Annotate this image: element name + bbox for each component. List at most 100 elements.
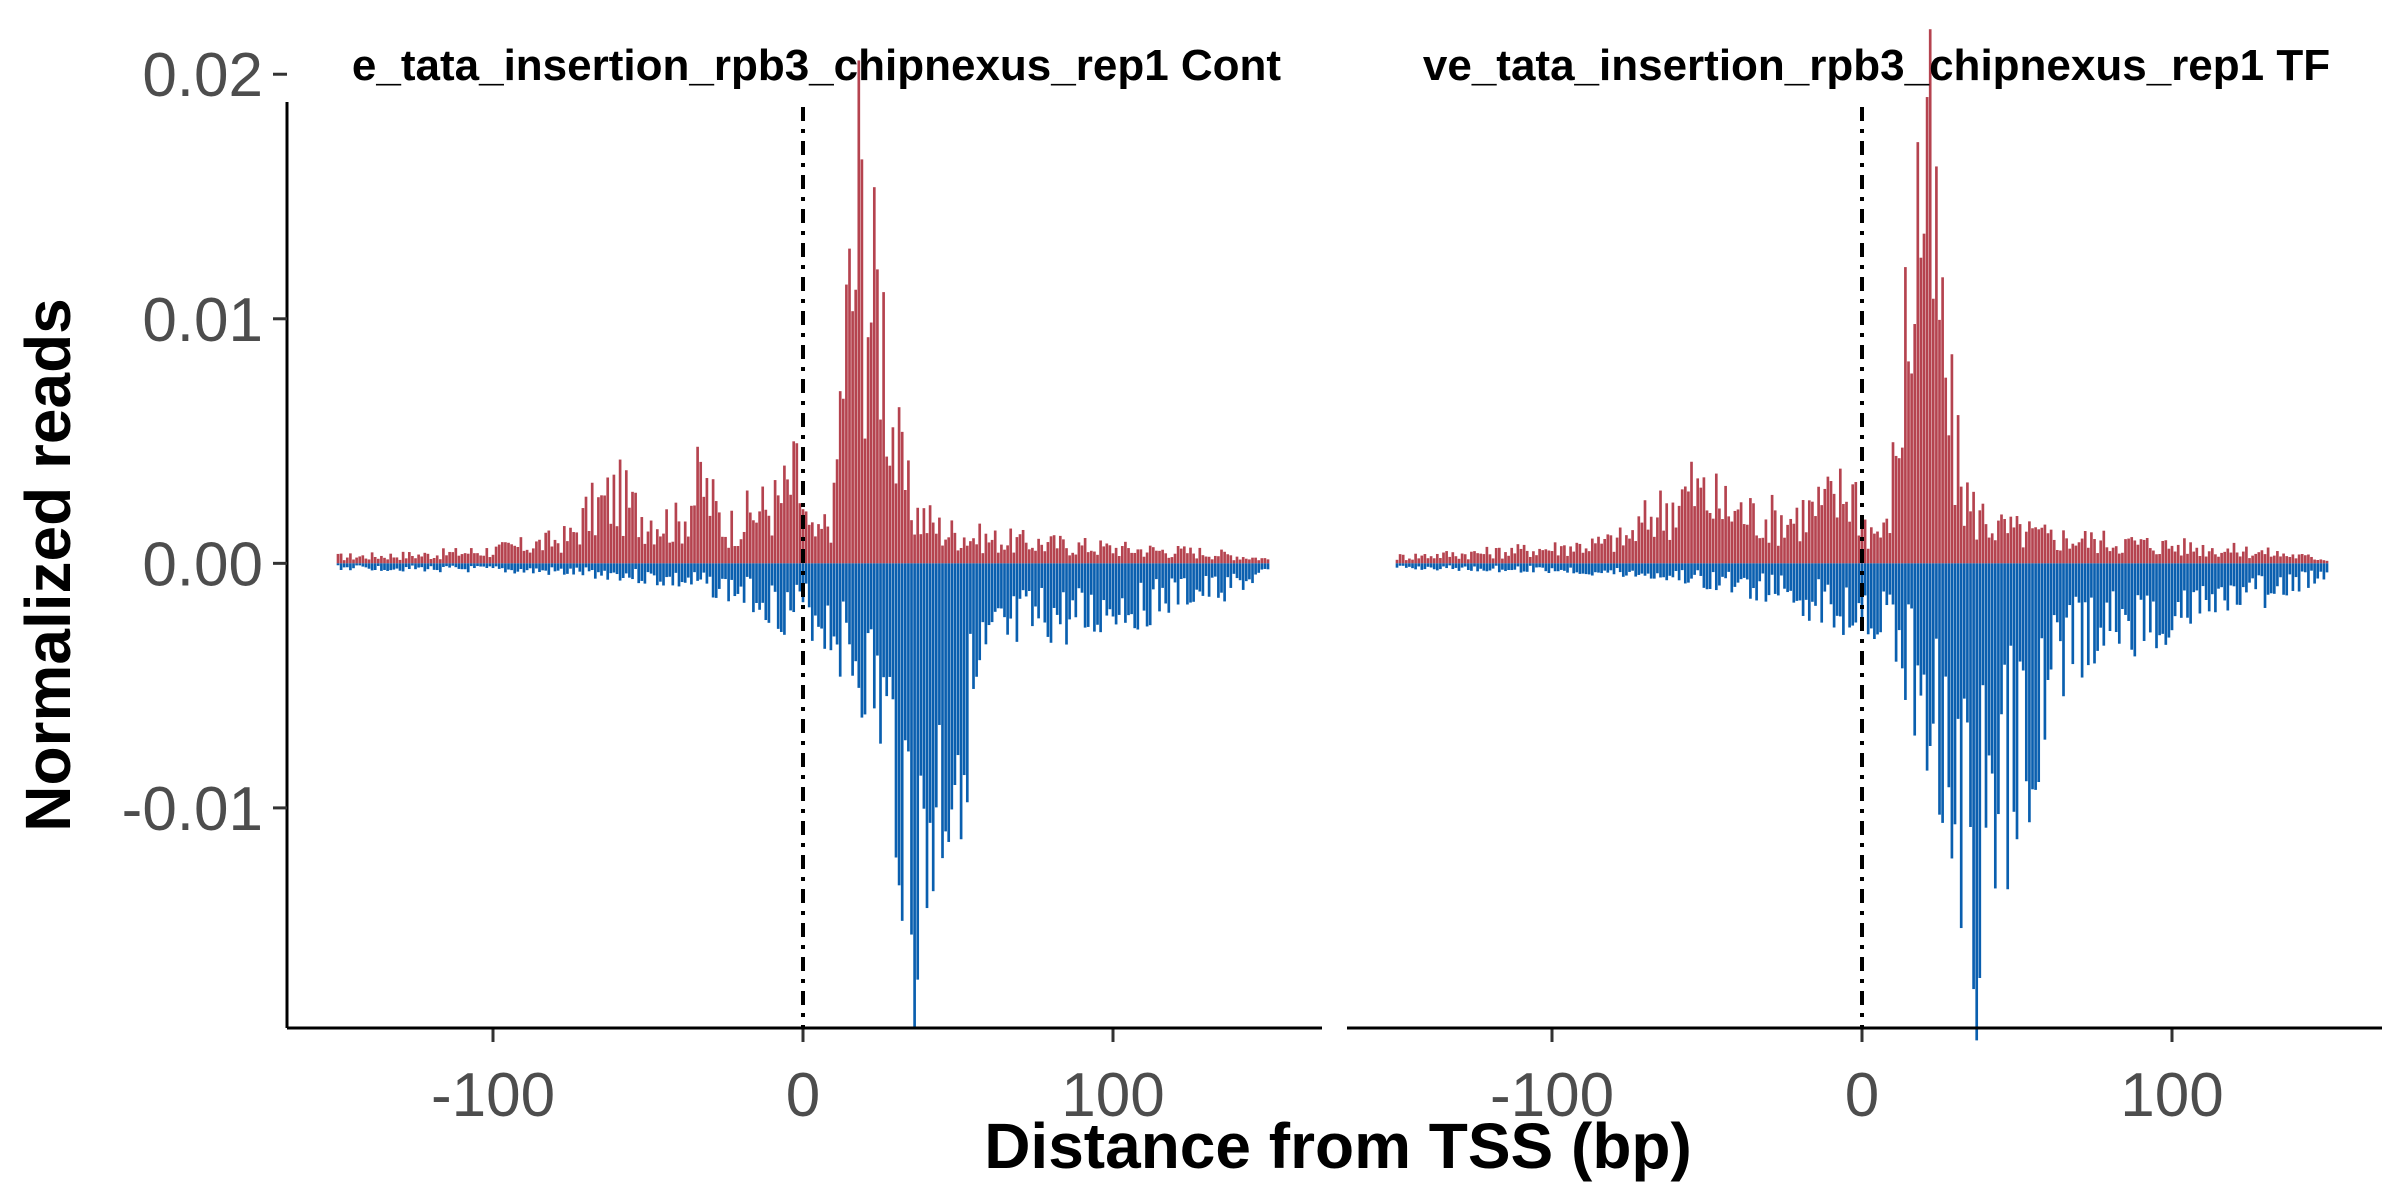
negative-strand-bar xyxy=(1544,563,1548,572)
positive-strand-bar xyxy=(1587,551,1591,564)
negative-strand-bar xyxy=(2062,563,2065,697)
negative-strand-bar xyxy=(993,563,997,612)
negative-strand-bar xyxy=(1910,563,1913,609)
positive-strand-bar xyxy=(2303,555,2307,564)
positive-strand-bar xyxy=(504,542,507,564)
positive-strand-bar xyxy=(770,535,774,564)
positive-strand-bar xyxy=(2198,556,2202,564)
positive-strand-bar xyxy=(414,558,417,564)
negative-strand-bar xyxy=(1195,563,1199,590)
positive-strand-bar xyxy=(724,536,727,564)
negative-strand-bar xyxy=(1845,563,1848,588)
negative-strand-bar xyxy=(476,563,479,567)
negative-strand-bar xyxy=(432,563,436,570)
positive-strand-bar xyxy=(779,503,783,564)
positive-strand-bar xyxy=(2223,551,2227,564)
positive-strand-bar xyxy=(1708,512,1712,564)
negative-strand-bar xyxy=(1618,563,1622,573)
positive-strand-bar xyxy=(1879,537,1882,564)
positive-strand-bar xyxy=(485,548,489,564)
positive-strand-bar xyxy=(845,284,848,564)
negative-strand-bar xyxy=(2015,563,2019,840)
negative-strand-bar xyxy=(355,563,358,566)
negative-strand-bar xyxy=(401,563,405,572)
positive-strand-bar xyxy=(1572,551,1576,564)
negative-strand-bar xyxy=(730,563,734,580)
positive-strand-bar xyxy=(981,553,985,564)
positive-strand-bar xyxy=(1659,490,1662,564)
positive-strand-bar xyxy=(990,539,994,564)
positive-strand-bar xyxy=(950,520,954,564)
positive-strand-bar xyxy=(1615,537,1619,564)
negative-strand-bar xyxy=(783,563,786,635)
negative-strand-bar xyxy=(1173,563,1177,583)
negative-strand-bar xyxy=(615,563,619,575)
positive-strand-bar xyxy=(795,443,799,564)
negative-strand-bar xyxy=(922,563,926,809)
positive-strand-bar xyxy=(1842,504,1845,564)
negative-strand-bar xyxy=(1665,563,1669,581)
negative-strand-bar xyxy=(463,563,467,570)
negative-strand-bar xyxy=(1758,563,1762,582)
positive-strand-bar xyxy=(1491,558,1495,564)
negative-strand-bar xyxy=(1251,563,1254,584)
negative-strand-bar xyxy=(553,563,557,572)
positive-strand-bar xyxy=(1962,525,1966,564)
positive-strand-bar xyxy=(1238,559,1242,564)
positive-strand-bar xyxy=(2192,551,2196,564)
negative-strand-bar xyxy=(2310,563,2313,571)
positive-strand-bar xyxy=(2136,544,2140,564)
positive-strand-bar xyxy=(1755,535,1758,564)
positive-strand-bar xyxy=(1603,538,1607,564)
negative-strand-bar xyxy=(683,563,687,583)
negative-strand-bar xyxy=(606,563,610,580)
positive-strand-bar xyxy=(947,537,951,564)
negative-strand-bar xyxy=(1491,563,1495,569)
negative-strand-bar xyxy=(761,563,765,603)
positive-strand-bar xyxy=(1972,491,1975,564)
negative-strand-bar xyxy=(1987,563,1991,756)
negative-strand-bar xyxy=(373,563,377,570)
positive-strand-bar xyxy=(2251,555,2254,564)
negative-strand-bar xyxy=(838,563,842,677)
negative-strand-bar xyxy=(1745,563,1749,580)
positive-strand-bar xyxy=(2158,554,2161,564)
positive-strand-bar xyxy=(1811,501,1814,564)
negative-strand-bar xyxy=(721,563,724,579)
positive-strand-bar xyxy=(1966,482,1969,564)
positive-strand-bar xyxy=(1745,524,1749,564)
positive-strand-bar xyxy=(2121,552,2124,564)
positive-strand-bar xyxy=(752,520,755,564)
positive-strand-bar xyxy=(1832,493,1836,564)
negative-strand-bar xyxy=(621,563,625,578)
positive-strand-bar xyxy=(659,536,662,564)
negative-strand-bar xyxy=(1074,563,1078,618)
positive-strand-bar xyxy=(398,559,402,564)
negative-strand-bar xyxy=(603,563,606,571)
positive-strand-bar xyxy=(1916,142,1920,564)
negative-strand-bar xyxy=(2043,563,2047,740)
negative-strand-bar xyxy=(649,563,653,574)
positive-strand-bar xyxy=(1021,529,1025,564)
positive-strand-bar xyxy=(686,536,690,564)
positive-strand-bar xyxy=(969,541,972,564)
positive-strand-bar xyxy=(1423,554,1427,564)
negative-strand-bar xyxy=(2186,563,2189,618)
negative-strand-bar xyxy=(1034,563,1037,607)
negative-strand-bar xyxy=(1445,563,1448,569)
positive-strand-bar xyxy=(507,542,510,564)
positive-strand-bar xyxy=(1454,556,1458,564)
negative-strand-bar xyxy=(1659,563,1662,578)
negative-strand-bar xyxy=(1210,563,1214,578)
negative-strand-bar xyxy=(928,563,932,823)
negative-strand-bar xyxy=(696,563,699,581)
negative-strand-bar xyxy=(1866,563,1870,635)
negative-strand-bar xyxy=(1687,563,1690,583)
positive-strand-bar xyxy=(1665,503,1669,564)
positive-strand-bar xyxy=(2272,555,2276,564)
positive-strand-bar xyxy=(792,441,796,564)
negative-strand-bar xyxy=(1863,563,1867,596)
positive-strand-bar xyxy=(2279,556,2282,564)
negative-strand-bar xyxy=(2018,563,2022,662)
positive-strand-bar xyxy=(1721,519,1724,564)
